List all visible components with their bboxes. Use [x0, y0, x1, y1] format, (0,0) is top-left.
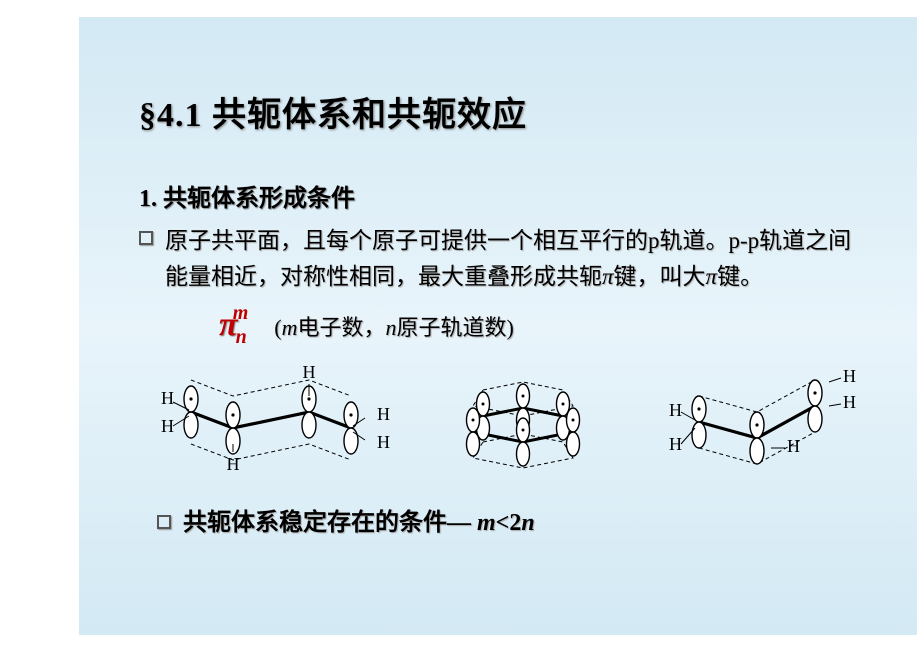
subsection-title: 1. 共轭体系形成条件 [139, 178, 867, 213]
bullet-2-pre: 共轭体系稳定存在的条件— [183, 510, 477, 536]
svg-text:H: H [787, 436, 800, 456]
desc-open: ( [274, 315, 281, 340]
svg-text:H: H [843, 366, 856, 386]
pi-subscript: n [236, 326, 247, 348]
bullet-1-mid: 键，叫大 [614, 264, 706, 289]
slide-container: §4.1 共轭体系和共轭效应 1. 共轭体系形成条件 原子共平面，且每个原子可提… [79, 17, 917, 635]
svg-text:H: H [669, 434, 682, 454]
pi-glyph-1: π [602, 264, 614, 289]
svg-text:H: H [303, 362, 316, 382]
bullet-1-text: 原子共平面，且每个原子可提供一个相互平行的p轨道。p-p轨道之间能量相近，对称性… [165, 223, 867, 294]
bullet-1: 原子共平面，且每个原子可提供一个相互平行的p轨道。p-p轨道之间能量相近，对称性… [139, 223, 867, 294]
allyl-diagram: H H H H H [647, 352, 877, 482]
bullet-2-text: 共轭体系稳定存在的条件— m<2n [183, 502, 535, 537]
svg-text:H: H [227, 454, 240, 474]
desc-atom: 原子轨道数) [396, 315, 513, 340]
svg-text:H: H [843, 392, 856, 412]
bullet-2-n: n [521, 510, 534, 536]
section-title: §4.1 共轭体系和共轭效应 [139, 87, 867, 136]
bullet-2: 共轭体系稳定存在的条件— m<2n [157, 502, 867, 537]
pi-superscript: m [233, 302, 249, 324]
butadiene-diagram: H H H H H H [139, 352, 399, 482]
bullet-marker-icon [157, 515, 171, 529]
desc-n-var: n [385, 315, 396, 340]
pi-notation: πnm [219, 306, 264, 344]
svg-text:H: H [377, 432, 390, 452]
bullet-2-lt: <2 [496, 510, 522, 536]
benzene-diagram [433, 352, 613, 482]
svg-text:H: H [669, 400, 682, 420]
pi-glyph-2: π [706, 264, 718, 289]
orbital-diagrams-row: H H H H H H [139, 352, 877, 482]
svg-text:H: H [377, 404, 390, 424]
bullet-marker-icon [139, 231, 153, 245]
notation-description: (m电子数，n原子轨道数) [274, 315, 514, 340]
bullet-2-m: m [477, 510, 496, 536]
svg-text:H: H [161, 388, 174, 408]
desc-m-var: m [282, 315, 298, 340]
desc-e: 电子数， [297, 315, 385, 340]
bullet-1-post: 键。 [717, 264, 763, 289]
svg-text:H: H [161, 416, 174, 436]
pi-notation-row: πnm (m电子数，n原子轨道数) [139, 302, 867, 350]
